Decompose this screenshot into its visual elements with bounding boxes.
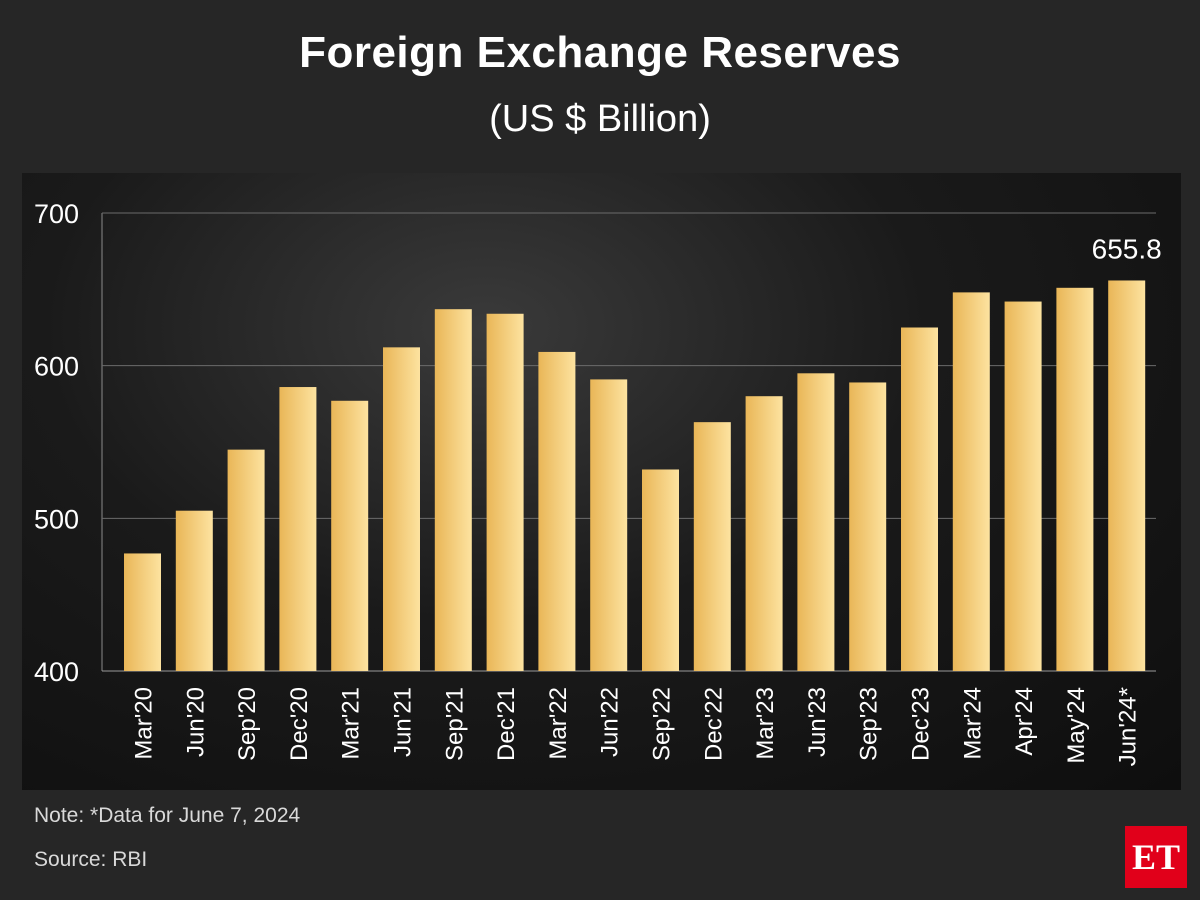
x-tick-label: Jun'24* — [1115, 687, 1142, 766]
chart-title: Foreign Exchange Reserves — [299, 28, 901, 77]
bar-Jun'20 — [175, 510, 213, 671]
x-tick-label: Jun'22 — [597, 687, 624, 757]
x-tick-label: Mar'24 — [959, 687, 986, 760]
bar-Sep'23 — [849, 382, 887, 671]
bar-Jun'24* — [1108, 280, 1146, 671]
x-tick-label: May'24 — [1063, 687, 1090, 764]
x-tick-label: Sep'22 — [649, 687, 676, 761]
bar-Mar'24 — [952, 292, 990, 671]
x-tick-label: Dec'21 — [493, 687, 520, 761]
x-tick-label: Mar'20 — [131, 687, 158, 760]
chart-subtitle: (US $ Billion) — [489, 98, 711, 140]
bar-Dec'23 — [901, 327, 938, 671]
y-tick-label: 400 — [34, 657, 79, 687]
bar-Mar'22 — [538, 351, 576, 671]
y-tick-label: 500 — [34, 504, 79, 534]
bar-Dec'21 — [486, 313, 524, 671]
bar-Dec'22 — [693, 422, 731, 671]
bar-Mar'23 — [745, 396, 783, 671]
x-tick-label: Sep'21 — [441, 687, 468, 761]
bar-May'24 — [1056, 287, 1094, 671]
x-tick-label: Mar'22 — [545, 687, 572, 760]
y-tick-label: 700 — [34, 199, 79, 229]
bar-Dec'20 — [279, 387, 317, 671]
x-tick-label: Dec'22 — [700, 687, 727, 761]
footnote: Note: *Data for June 7, 2024 — [34, 804, 301, 827]
x-tick-label: Jun'20 — [182, 687, 209, 757]
et-logo: ET — [1125, 826, 1187, 888]
x-tick-label: Jun'23 — [804, 687, 831, 757]
x-tick-label: Dec'23 — [908, 687, 935, 761]
x-tick-label: Dec'20 — [286, 687, 313, 761]
x-tick-label: Sep'23 — [856, 687, 883, 761]
x-tick-label: Jun'21 — [390, 687, 417, 757]
bar-Mar'21 — [331, 400, 369, 671]
x-tick-label: Mar'21 — [338, 687, 365, 760]
bar-Apr'24 — [1004, 301, 1042, 671]
bar-chart: 400 500 600 700 Mar'20 Jun'20 Sep'20 Dec'20 Mar'… — [34, 199, 1162, 766]
x-tick-label: Sep'20 — [234, 687, 261, 761]
bar-Sep'21 — [434, 309, 472, 671]
x-tick-label: Mar'23 — [752, 687, 779, 760]
bar-Jun'23 — [797, 373, 835, 671]
bar-Jun'21 — [383, 347, 420, 671]
bar-Mar'20 — [124, 553, 161, 671]
bar-Sep'20 — [227, 449, 265, 671]
bar-Jun'22 — [590, 379, 628, 671]
source-note: Source: RBI — [34, 848, 148, 871]
y-tick-label: 600 — [34, 352, 79, 382]
bar-Sep'22 — [642, 469, 679, 671]
chart-panel: 400 500 600 700 Mar'20 Jun'20 Sep'20 Dec'20 Mar'… — [22, 173, 1181, 790]
data-label: 655.8 — [1092, 233, 1162, 264]
x-tick-label: Apr'24 — [1011, 687, 1038, 756]
